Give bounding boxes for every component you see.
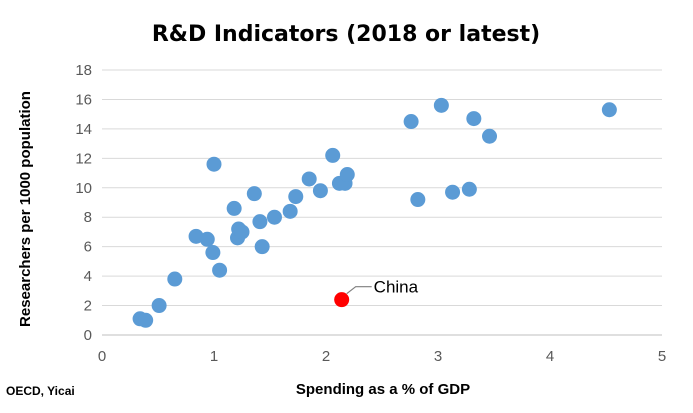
data-point xyxy=(252,214,268,230)
data-point xyxy=(167,271,183,287)
data-point xyxy=(199,231,215,247)
china-data-point xyxy=(334,292,350,308)
china-callout-label: China xyxy=(374,278,419,297)
source-note: OECD, Yicai xyxy=(6,384,75,398)
y-tick-label: 18 xyxy=(75,62,92,79)
x-axis-title: Spending as a % of GDP xyxy=(296,381,470,398)
data-point xyxy=(601,102,617,118)
data-point xyxy=(206,156,222,172)
y-axis-title: Researchers per 1000 population xyxy=(17,91,34,327)
x-tick-label: 4 xyxy=(546,348,554,365)
data-point xyxy=(301,171,317,187)
data-point xyxy=(205,245,221,261)
data-point xyxy=(282,203,298,219)
y-tick-label: 10 xyxy=(75,180,92,197)
y-tick-label: 16 xyxy=(75,91,92,108)
data-point xyxy=(138,312,154,328)
data-point xyxy=(288,189,304,205)
data-point xyxy=(266,209,282,225)
x-tick-label: 2 xyxy=(322,348,330,365)
data-points xyxy=(132,97,617,328)
y-tick-label: 0 xyxy=(84,327,92,344)
data-point xyxy=(445,184,461,200)
china-callout-leader xyxy=(346,286,372,295)
data-point xyxy=(339,167,355,183)
data-point xyxy=(234,224,250,240)
x-tick-labels: 0 1 2 3 4 5 xyxy=(98,348,666,365)
y-tick-labels: 0 2 4 6 8 10 12 14 16 18 xyxy=(75,62,92,344)
data-point xyxy=(246,186,262,202)
data-point xyxy=(151,298,167,314)
data-point xyxy=(482,128,498,144)
x-tick-label: 5 xyxy=(658,348,666,365)
data-point xyxy=(433,97,449,113)
y-tick-label: 12 xyxy=(75,150,92,167)
data-point xyxy=(254,239,270,255)
gridlines xyxy=(102,69,662,307)
y-tick-label: 2 xyxy=(84,298,92,315)
data-point xyxy=(466,111,482,127)
y-tick-label: 6 xyxy=(84,239,92,256)
x-tick-label: 1 xyxy=(210,348,218,365)
data-point xyxy=(212,262,228,278)
y-tick-label: 14 xyxy=(75,121,92,138)
data-point xyxy=(461,181,477,197)
x-tick-label: 0 xyxy=(98,348,106,365)
data-point xyxy=(410,192,426,208)
x-tick-label: 3 xyxy=(434,348,442,365)
data-point xyxy=(226,200,242,216)
data-point xyxy=(312,183,328,199)
y-tick-label: 4 xyxy=(84,268,92,285)
y-tick-label: 8 xyxy=(84,209,92,226)
data-point xyxy=(403,114,419,130)
chart-title: R&D Indicators (2018 or latest) xyxy=(152,22,540,47)
data-point xyxy=(325,147,341,163)
